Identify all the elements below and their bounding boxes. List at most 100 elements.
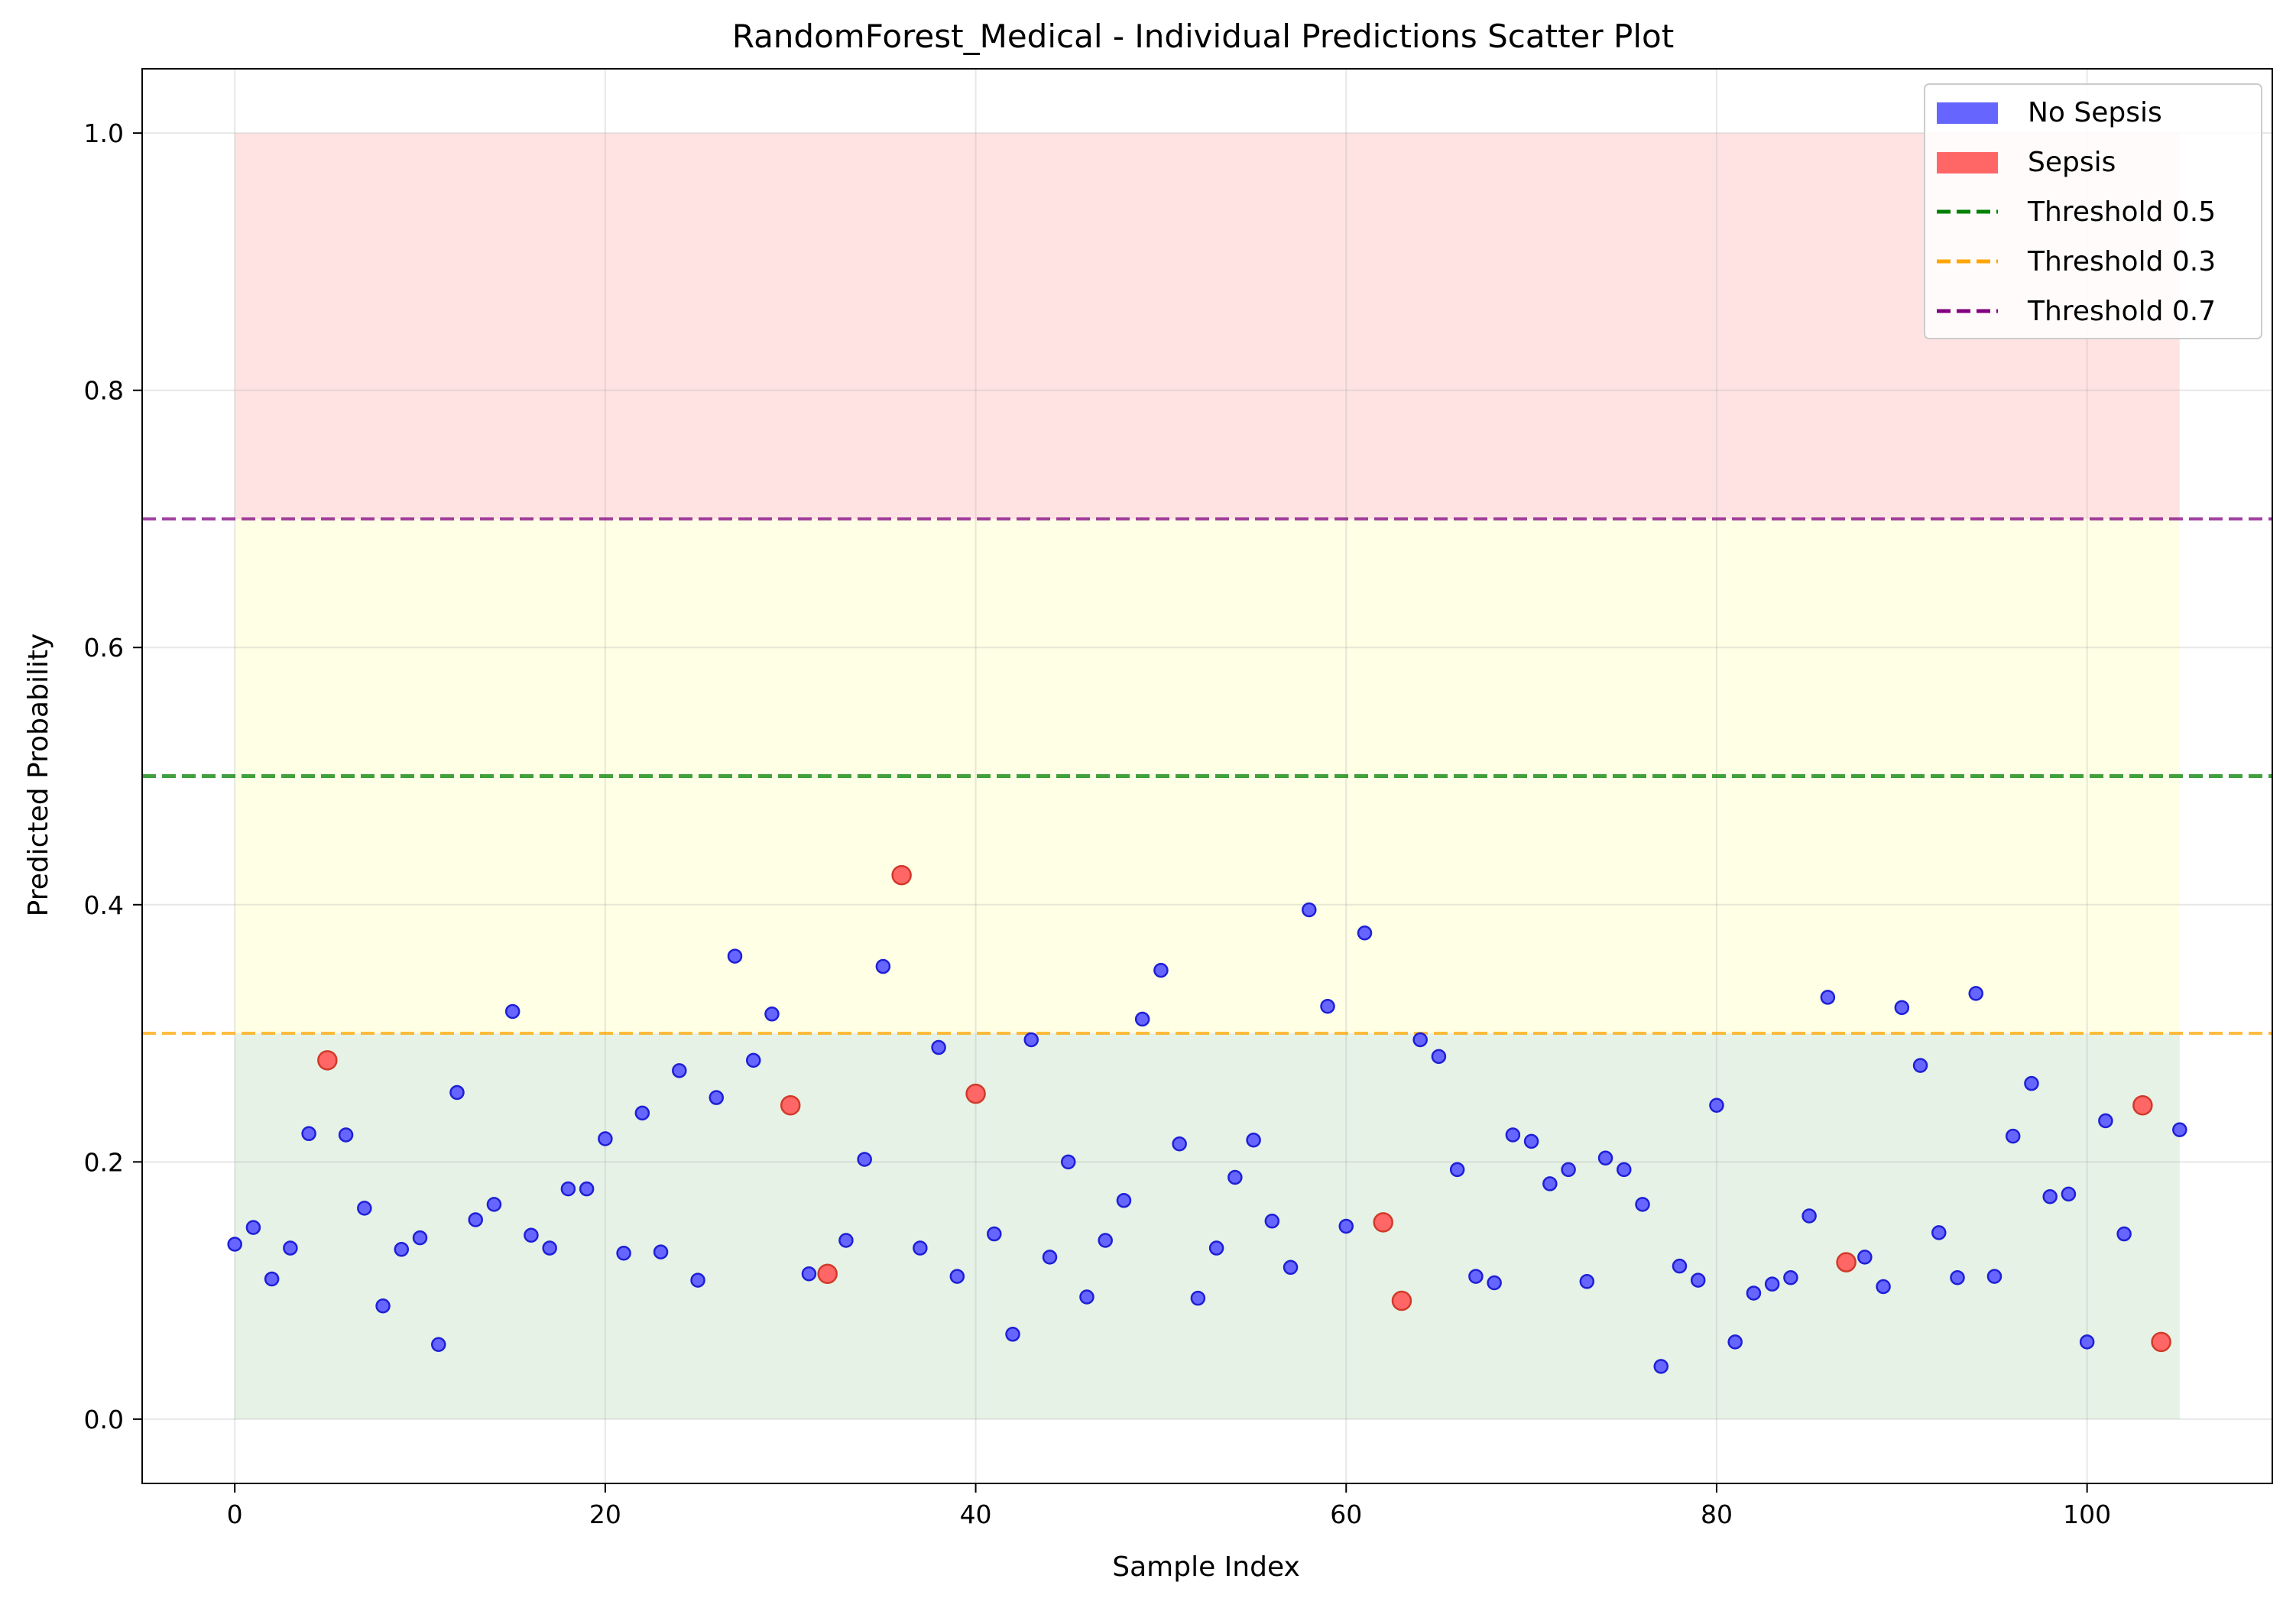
no-sepsis-point bbox=[2172, 1122, 2187, 1137]
no-sepsis-point bbox=[1727, 1334, 1743, 1350]
no-sepsis-point bbox=[560, 1181, 576, 1197]
no-sepsis-point bbox=[1487, 1275, 1502, 1291]
no-sepsis-point bbox=[1579, 1274, 1595, 1289]
y-tick-label: 0.6 bbox=[84, 633, 124, 663]
legend-label: Threshold 0.3 bbox=[2027, 246, 2216, 277]
sepsis-point bbox=[780, 1095, 801, 1116]
legend-label: Threshold 0.7 bbox=[2027, 296, 2216, 327]
y-tick-label: 1.0 bbox=[84, 118, 124, 148]
no-sepsis-point bbox=[449, 1084, 465, 1101]
y-tick-label: 0.8 bbox=[84, 376, 124, 406]
y-tick-label: 0.4 bbox=[84, 890, 124, 920]
chart-title: RandomForest_Medical - Individual Predic… bbox=[732, 18, 1674, 55]
sepsis-point bbox=[891, 864, 912, 886]
y-axis-ticks: 0.0 0.2 0.4 0.6 0.8 1.0 bbox=[84, 118, 142, 1435]
no-sepsis-point bbox=[987, 1226, 1002, 1242]
sepsis-point bbox=[817, 1263, 838, 1284]
no-sepsis-point bbox=[1857, 1250, 1873, 1265]
no-sepsis-point bbox=[2079, 1334, 2095, 1350]
no-sepsis-point bbox=[1116, 1193, 1132, 1208]
no-sepsis-point bbox=[1986, 1269, 2003, 1284]
no-sepsis-point bbox=[949, 1269, 965, 1284]
no-sepsis-point bbox=[283, 1240, 298, 1256]
no-sepsis-point bbox=[1764, 1276, 1780, 1292]
no-sepsis-point bbox=[1134, 1011, 1150, 1027]
no-sepsis-point bbox=[338, 1127, 354, 1143]
legend-patch bbox=[1937, 102, 1998, 124]
no-sepsis-point bbox=[394, 1241, 410, 1257]
no-sepsis-point bbox=[598, 1131, 613, 1146]
no-sepsis-point bbox=[1023, 1032, 1039, 1048]
no-sepsis-point bbox=[764, 1007, 780, 1022]
no-sepsis-point bbox=[1690, 1272, 1706, 1288]
x-axis-ticks: 0 20 40 60 80 100 bbox=[227, 1483, 2111, 1529]
no-sepsis-point bbox=[1468, 1269, 1484, 1284]
no-sepsis-point bbox=[1449, 1162, 1465, 1178]
no-sepsis-point bbox=[375, 1298, 391, 1314]
y-tick-label: 0.0 bbox=[84, 1405, 124, 1435]
x-tick-label: 60 bbox=[1330, 1499, 1362, 1529]
no-sepsis-point bbox=[1820, 990, 1836, 1005]
no-sepsis-point bbox=[1005, 1327, 1020, 1342]
no-sepsis-point bbox=[579, 1181, 595, 1197]
no-sepsis-point bbox=[709, 1090, 725, 1105]
no-sepsis-point bbox=[357, 1201, 372, 1216]
no-sepsis-point bbox=[245, 1220, 261, 1235]
legend-label: Threshold 0.5 bbox=[2027, 196, 2216, 228]
no-sepsis-point bbox=[1801, 1208, 1817, 1224]
sepsis-point bbox=[1373, 1212, 1393, 1233]
no-sepsis-point bbox=[524, 1227, 539, 1243]
no-sepsis-point bbox=[1431, 1049, 1447, 1065]
no-sepsis-point bbox=[2024, 1075, 2039, 1091]
no-sepsis-point bbox=[1950, 1270, 1965, 1285]
no-sepsis-point bbox=[2042, 1189, 2058, 1204]
x-tick-label: 0 bbox=[227, 1499, 243, 1529]
no-sepsis-point bbox=[1320, 998, 1335, 1014]
no-sepsis-point bbox=[486, 1197, 502, 1212]
no-sepsis-point bbox=[745, 1052, 761, 1068]
threshold-lines bbox=[142, 517, 2272, 1036]
no-sepsis-point bbox=[1931, 1225, 1947, 1240]
y-tick-label: 0.2 bbox=[84, 1147, 124, 1177]
no-sepsis-point bbox=[727, 948, 743, 964]
x-tick-label: 80 bbox=[1701, 1499, 1733, 1529]
no-sepsis-point bbox=[875, 958, 891, 974]
no-sepsis-point bbox=[838, 1233, 854, 1248]
data-points bbox=[227, 864, 2187, 1374]
no-sepsis-point bbox=[1227, 1169, 1243, 1185]
no-sepsis-point bbox=[672, 1063, 687, 1078]
no-sepsis-point bbox=[1098, 1233, 1113, 1248]
no-sepsis-point bbox=[1635, 1197, 1650, 1212]
no-sepsis-point bbox=[634, 1105, 650, 1121]
legend-patch bbox=[1937, 152, 1998, 173]
x-tick-label: 40 bbox=[960, 1499, 992, 1529]
no-sepsis-point bbox=[1172, 1136, 1187, 1152]
no-sepsis-point bbox=[931, 1039, 946, 1055]
no-sepsis-point bbox=[468, 1212, 483, 1227]
no-sepsis-point bbox=[1617, 1162, 1632, 1178]
no-sepsis-point bbox=[1060, 1154, 1076, 1170]
no-sepsis-point bbox=[1894, 1000, 1910, 1016]
no-sepsis-point bbox=[301, 1126, 316, 1142]
sepsis-point bbox=[2151, 1331, 2171, 1353]
plot-frame bbox=[141, 68, 2273, 1484]
legend-box bbox=[1924, 83, 2262, 339]
band-2 bbox=[235, 133, 2180, 519]
no-sepsis-point bbox=[1783, 1270, 1798, 1285]
no-sepsis-point bbox=[1523, 1133, 1539, 1149]
no-sepsis-point bbox=[1876, 1279, 1891, 1295]
legend-label: Sepsis bbox=[2028, 147, 2116, 178]
no-sepsis-point bbox=[1042, 1250, 1058, 1265]
no-sepsis-point bbox=[2098, 1113, 2113, 1129]
band-0 bbox=[235, 1033, 2180, 1419]
legend: No Sepsis Sepsis Threshold 0.5 Threshold 0.… bbox=[1924, 83, 2262, 339]
no-sepsis-point bbox=[1338, 1218, 1354, 1234]
no-sepsis-point bbox=[412, 1230, 428, 1246]
no-sepsis-point bbox=[1079, 1289, 1094, 1305]
sepsis-point bbox=[317, 1050, 338, 1071]
no-sepsis-point bbox=[2005, 1128, 2021, 1144]
sepsis-point bbox=[2132, 1095, 2153, 1116]
no-sepsis-point bbox=[1746, 1285, 1762, 1301]
no-sepsis-point bbox=[2116, 1226, 2132, 1242]
